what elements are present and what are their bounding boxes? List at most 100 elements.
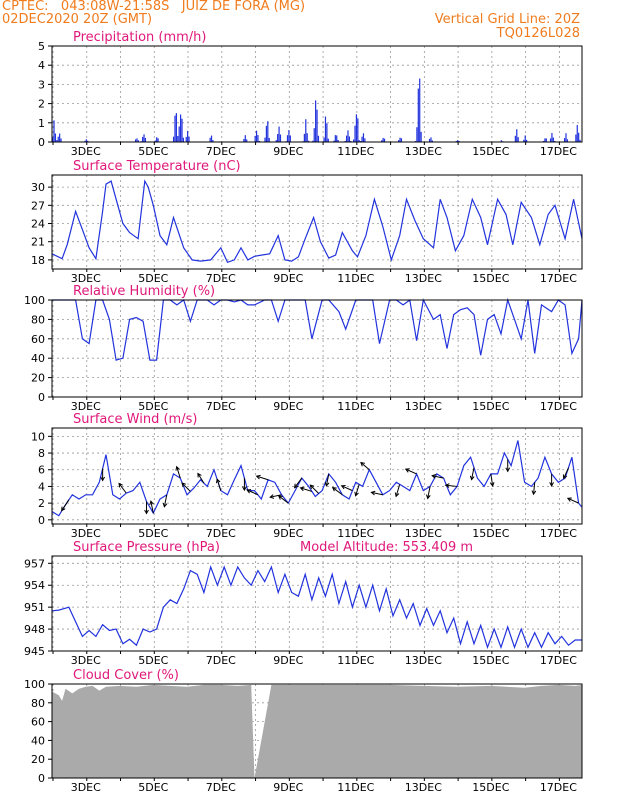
panel1-bar: [324, 116, 327, 142]
panel1-bar: [514, 135, 516, 142]
panel4-ytick-label: 4: [38, 480, 45, 493]
panel4-wind-arrow: [405, 468, 417, 475]
panel5-ytick-label: 957: [24, 557, 45, 570]
panel1-bar: [257, 135, 259, 142]
panel6-xtick-label: 3DEC: [71, 781, 101, 794]
panel1-bar: [212, 140, 214, 142]
panel6-ytick-label: 20: [31, 753, 45, 766]
panel4-wind-arrowhead: [118, 482, 123, 488]
panel1-bar: [57, 136, 59, 142]
panel4-wind-arrow: [294, 477, 303, 488]
panel4-wind-arrowhead: [299, 486, 305, 492]
panel4-wind-arrow: [246, 489, 259, 496]
panel1-bar: [358, 140, 360, 142]
panel4-xtick-label: 13DEC: [405, 527, 442, 540]
panel4-wind-arrow: [61, 499, 70, 511]
panel6-xtick-label: 7DEC: [206, 781, 236, 794]
panel1-bar: [175, 113, 177, 142]
panel1-ytick-label: 0: [38, 136, 45, 149]
panel1-bar: [431, 140, 433, 142]
panel2-xtick-label: 11DEC: [337, 272, 374, 285]
panel1-bar: [337, 139, 339, 142]
panel4-wind-arrow: [270, 494, 282, 498]
panel3-ytick-label: 60: [31, 333, 45, 346]
panel4-wind-arrow: [371, 491, 383, 496]
panel4-wind-arrowhead: [354, 491, 359, 497]
panel1-bar: [545, 138, 547, 142]
panel1-bar: [554, 140, 556, 142]
panel2-title: Surface Temperature (nC): [73, 159, 241, 174]
panel5-series-line: [51, 565, 582, 650]
panel2-ytick-label: 21: [31, 236, 45, 249]
panel5-xtick-label: 7DEC: [206, 654, 236, 667]
panel5-xtick-label: 13DEC: [405, 654, 442, 667]
panel5-xtick-label: 11DEC: [337, 654, 374, 667]
panel1-bar: [400, 138, 403, 142]
panel1-bar: [306, 133, 308, 142]
panel4-wind-arrow: [278, 495, 289, 504]
panel6-ytick-label: 0: [38, 772, 45, 785]
panel1-bar: [134, 139, 137, 142]
panel4-wind-arrow: [181, 482, 191, 492]
panel1-bar: [185, 136, 187, 142]
panel1-bar: [348, 136, 350, 142]
panel3-xtick-label: 15DEC: [472, 400, 509, 413]
panel6-ytick-label: 60: [31, 716, 45, 729]
panel4-wind-arrowhead: [162, 502, 168, 508]
panel1-frame: [51, 45, 583, 143]
panel1-bar: [303, 133, 305, 142]
panel1-bar: [345, 135, 348, 142]
panel1-bar: [552, 137, 554, 142]
panel1-xtick-label: 9DEC: [273, 145, 303, 158]
panel1-bar: [458, 140, 460, 142]
panel1-bar: [264, 137, 266, 142]
panel1-bar: [288, 130, 290, 142]
panel4-wind-arrow: [163, 494, 168, 507]
panel4-wind-arrowhead: [100, 476, 105, 482]
panel5-xtick-label: 15DEC: [472, 654, 509, 667]
panel4-wind-arrow: [216, 479, 222, 491]
header-datetime: 02DEC2020 20Z (GMT): [2, 12, 153, 27]
panel2-xtick-label: 13DEC: [405, 272, 442, 285]
panel1-bar: [364, 138, 366, 142]
panel1-bar: [187, 130, 189, 142]
panel3-title: Relative Humidity (%): [73, 284, 215, 299]
panel2-ytick-label: 18: [31, 254, 45, 267]
panel1-bar: [517, 137, 519, 142]
panel5-ytick-label: 948: [24, 623, 45, 636]
panel4-wind-arrow: [341, 485, 353, 492]
panel3-xtick-label: 17DEC: [540, 400, 577, 413]
panel4-xtick-label: 5DEC: [138, 527, 168, 540]
panel4-wind-arrowhead: [469, 475, 475, 481]
panel1-xtick-label: 7DEC: [206, 145, 236, 158]
panel1-title: Precipitation (mm/h): [73, 30, 206, 45]
panel4-wind-arrowhead: [277, 495, 283, 500]
panel4-xtick-label: 15DEC: [472, 527, 509, 540]
panel1-ytick-label: 5: [38, 40, 45, 53]
panel4-wind-arrow: [176, 466, 181, 479]
panel5-annotation: Model Altitude: 553.409 m: [300, 540, 473, 555]
panel4-wind-arrow: [197, 473, 205, 484]
panel6-xtick-label: 17DEC: [540, 781, 577, 794]
panel1-bar: [544, 138, 546, 142]
panel1-xtick-label: 17DEC: [540, 145, 577, 158]
panel3-xtick-label: 7DEC: [206, 400, 236, 413]
panel1-bar: [428, 138, 431, 142]
panel1-bar: [381, 140, 383, 142]
panel5-title: Surface Pressure (hPa): [73, 540, 220, 555]
panel4-wind-arrow: [563, 467, 569, 479]
panel2-xtick-label: 15DEC: [472, 272, 509, 285]
panel1-bar: [209, 137, 211, 142]
panel1-bar: [526, 139, 528, 142]
panel1-bar: [54, 133, 57, 142]
panel1-bar: [355, 114, 358, 142]
panel1-bar: [313, 128, 315, 142]
panel4-wind-arrow: [445, 484, 458, 487]
panel1-bar: [334, 135, 336, 142]
panel4-wind-arrowhead: [489, 481, 495, 487]
panel1-bar: [156, 137, 158, 142]
panel5-xtick-label: 3DEC: [71, 654, 101, 667]
panel1-bar: [157, 138, 159, 142]
panel4-wind-arrowhead: [149, 500, 154, 506]
